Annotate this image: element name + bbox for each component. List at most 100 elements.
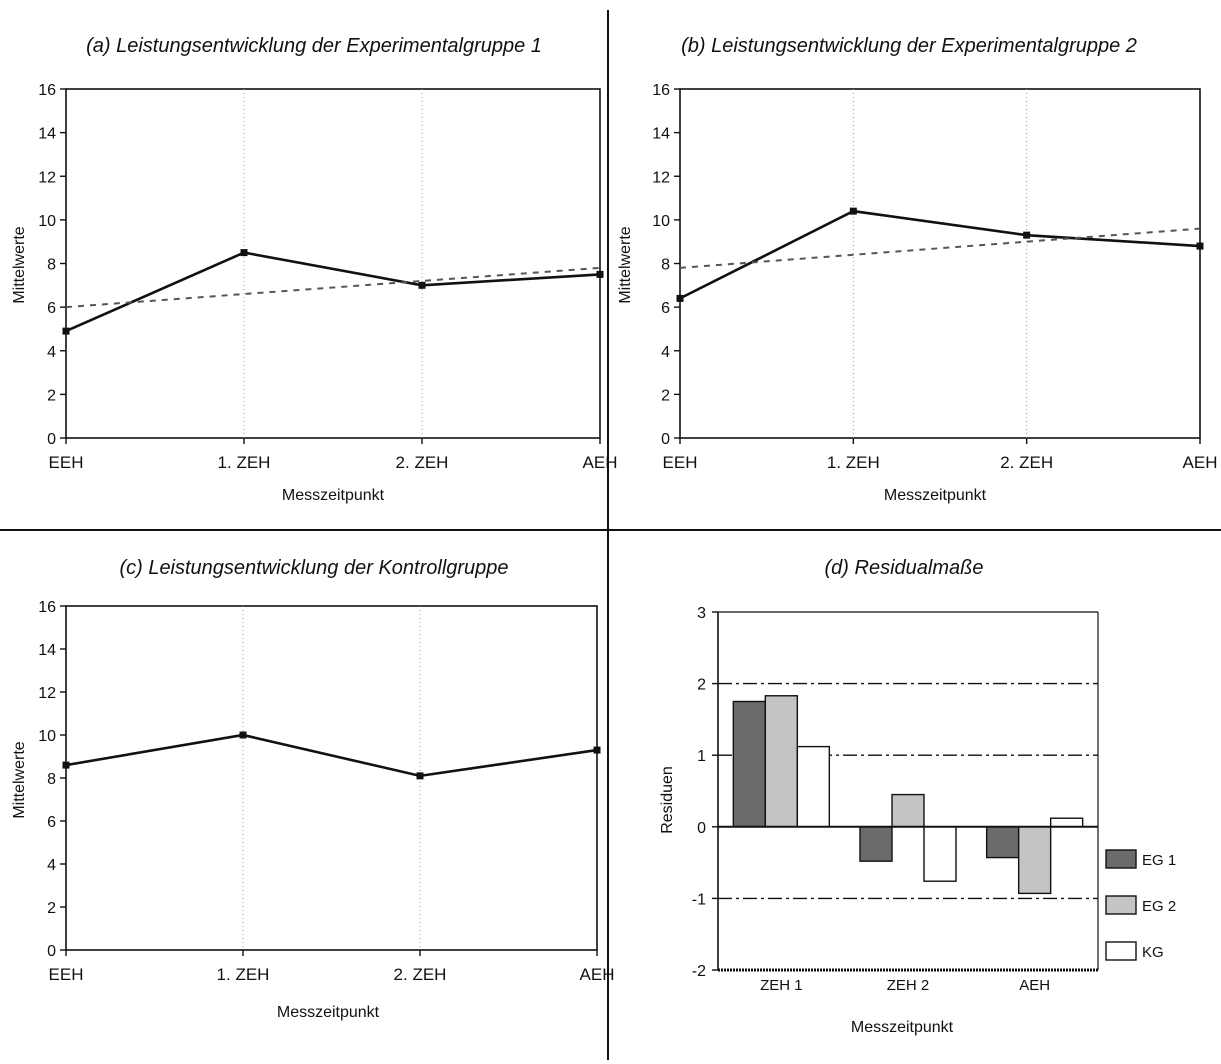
panel-c-ytick-label: 6 bbox=[47, 814, 56, 831]
panel-a-series-line bbox=[65, 251, 601, 333]
panel-b-xtick-label: 2. ZEH bbox=[1000, 453, 1053, 472]
panel-c-xtick-label: 2. ZEH bbox=[394, 965, 447, 984]
panel-c-series-point bbox=[593, 746, 601, 754]
panel-b-series-line bbox=[679, 209, 1201, 300]
panel-c-ytick-label: 8 bbox=[47, 771, 56, 788]
panel-c-ytick-label: 10 bbox=[38, 728, 56, 745]
legend-label: KG bbox=[1142, 944, 1164, 961]
panel-b-series-point bbox=[1023, 231, 1031, 239]
panel-a-ytick-label: 0 bbox=[47, 431, 56, 448]
panel-d-legend: EG 1 EG 2 KG bbox=[1105, 849, 1176, 961]
legend-swatch bbox=[1105, 895, 1137, 915]
panel-c-ylabel: Mittelwerte bbox=[11, 741, 28, 818]
panel-a-series-point bbox=[418, 281, 426, 289]
panel-b-series-point bbox=[849, 207, 857, 215]
panel-c-ytick-label: 0 bbox=[47, 943, 56, 960]
panel-b-ytick-label: 12 bbox=[652, 169, 670, 186]
panel-d-bar bbox=[796, 745, 831, 828]
panel-c-plot: 0 2 4 6 8 10 12 14 16 EEH 1. ZEH 2. ZEH AEH bbox=[38, 599, 614, 984]
panel-d-bar bbox=[764, 695, 799, 828]
panel-d-xtick-label: ZEH 2 bbox=[887, 977, 930, 994]
panel-a-xtick-label: AEH bbox=[583, 453, 618, 472]
panel-c-frame bbox=[65, 605, 598, 951]
legend-swatch bbox=[1105, 941, 1137, 961]
panel-a-ytick-label: 12 bbox=[38, 169, 56, 186]
panel-b-ylabel: Mittelwerte bbox=[617, 226, 634, 303]
panel-d-xtick-label: AEH bbox=[1019, 977, 1050, 994]
panel-a-series-point bbox=[62, 327, 70, 335]
panel-c-ytick-label: 4 bbox=[47, 857, 56, 874]
panel-b-ytick-label: 2 bbox=[661, 387, 670, 404]
panel-a-ytick-label: 8 bbox=[47, 257, 56, 274]
panel-b-trend-line bbox=[679, 227, 1201, 269]
panel-b-series-point bbox=[676, 294, 684, 302]
panel-b-ytick-label: 16 bbox=[652, 82, 670, 99]
panel-a-ytick-label: 6 bbox=[47, 300, 56, 317]
panel-d-bar bbox=[732, 700, 767, 828]
panel-b-title: (b) Leistungsentwicklung der Experimenta… bbox=[681, 35, 1137, 57]
panel-d-bar bbox=[985, 826, 1020, 859]
panel-c-xtick-label: 1. ZEH bbox=[217, 965, 270, 984]
panel-a-ytick-label: 2 bbox=[47, 387, 56, 404]
panel-a-trend-line bbox=[65, 266, 601, 309]
panel-c-xtick-label: AEH bbox=[580, 965, 615, 984]
panel-a-frame bbox=[65, 88, 601, 439]
panel-c-xtick-label: EEH bbox=[49, 965, 84, 984]
panel-d-title: (d) Residualmaße bbox=[825, 557, 984, 579]
legend-swatch bbox=[1105, 849, 1137, 869]
panel-c-series-line bbox=[65, 733, 598, 778]
panel-b-ytick-label: 14 bbox=[652, 126, 670, 143]
panel-d-xlabel: Messzeitpunkt bbox=[851, 1019, 954, 1036]
panel-c-xlabel: Messzeitpunkt bbox=[277, 1004, 380, 1021]
panel-a-ytick-label: 4 bbox=[47, 344, 56, 361]
panel-a-ytick-label: 16 bbox=[38, 82, 56, 99]
panel-d-bar bbox=[923, 826, 957, 882]
panel-b-plot: 0 2 4 6 8 10 12 14 16 EEH 1. ZEH 2. ZEH AEH bbox=[652, 82, 1217, 472]
panel-b-xtick-label: 1. ZEH bbox=[827, 453, 880, 472]
panel-b-ytick-label: 0 bbox=[661, 431, 670, 448]
panel-c-series-point bbox=[239, 731, 247, 739]
panel-c-ytick-label: 16 bbox=[38, 599, 56, 616]
panel-b-frame bbox=[679, 88, 1201, 439]
panel-a-series-point bbox=[596, 270, 604, 278]
panel-c-ytick-label: 12 bbox=[38, 685, 56, 702]
panel-b-ytick-label: 6 bbox=[661, 300, 670, 317]
panel-b-xtick-label: EEH bbox=[663, 453, 698, 472]
panel-d-xtick-label: ZEH 1 bbox=[760, 977, 803, 994]
panel-d-bar bbox=[891, 793, 925, 828]
panel-d-ytick-label: -2 bbox=[692, 963, 706, 980]
panel-a-ytick-label: 14 bbox=[38, 126, 56, 143]
panel-a-xlabel: Messzeitpunkt bbox=[282, 487, 385, 504]
panel-d-bar bbox=[859, 826, 893, 862]
legend-label: EG 2 bbox=[1142, 898, 1176, 915]
panel-a-plot: 0 2 4 6 8 10 12 14 16 EEH 1. ZEH 2. ZEH AEH bbox=[38, 82, 617, 472]
panel-d-plot: -2 -1 0 1 2 3 ZEH 1 ZEH 2 AEH bbox=[692, 605, 1099, 994]
panel-d-bar bbox=[1049, 817, 1084, 828]
panel-d-ylabel: Residuen bbox=[659, 766, 676, 834]
panel-a-title: (a) Leistungsentwicklung der Experimenta… bbox=[86, 35, 542, 57]
panel-d-ytick-label: 1 bbox=[697, 748, 706, 765]
panel-d-ytick-label: 2 bbox=[697, 677, 706, 694]
panel-a-xtick-label: 2. ZEH bbox=[396, 453, 449, 472]
legend-label: EG 1 bbox=[1142, 852, 1176, 869]
panel-d-ytick-label: -1 bbox=[692, 891, 706, 908]
panel-a-series-point bbox=[240, 249, 248, 257]
panel-a-xtick-label: 1. ZEH bbox=[218, 453, 271, 472]
panel-c-series-point bbox=[62, 761, 70, 769]
panel-a-ylabel: Mittelwerte bbox=[11, 226, 28, 303]
panel-b-series-point bbox=[1196, 242, 1204, 250]
panel-b-xlabel: Messzeitpunkt bbox=[884, 487, 987, 504]
panel-a-xtick-label: EEH bbox=[49, 453, 84, 472]
panel-c-ytick-label: 2 bbox=[47, 900, 56, 917]
panel-c-series-point bbox=[416, 772, 424, 780]
panel-b-ytick-label: 4 bbox=[661, 344, 670, 361]
panel-c-ytick-label: 14 bbox=[38, 642, 56, 659]
panel-d-ytick-label: 0 bbox=[697, 820, 706, 837]
panel-c-title: (c) Leistungsentwicklung der Kontrollgru… bbox=[119, 557, 508, 579]
panel-b-ytick-label: 8 bbox=[661, 257, 670, 274]
panel-b-ytick-label: 10 bbox=[652, 213, 670, 230]
panel-b-xtick-label: AEH bbox=[1183, 453, 1218, 472]
panel-a-ytick-label: 10 bbox=[38, 213, 56, 230]
panel-d-ytick-label: 3 bbox=[697, 605, 706, 622]
